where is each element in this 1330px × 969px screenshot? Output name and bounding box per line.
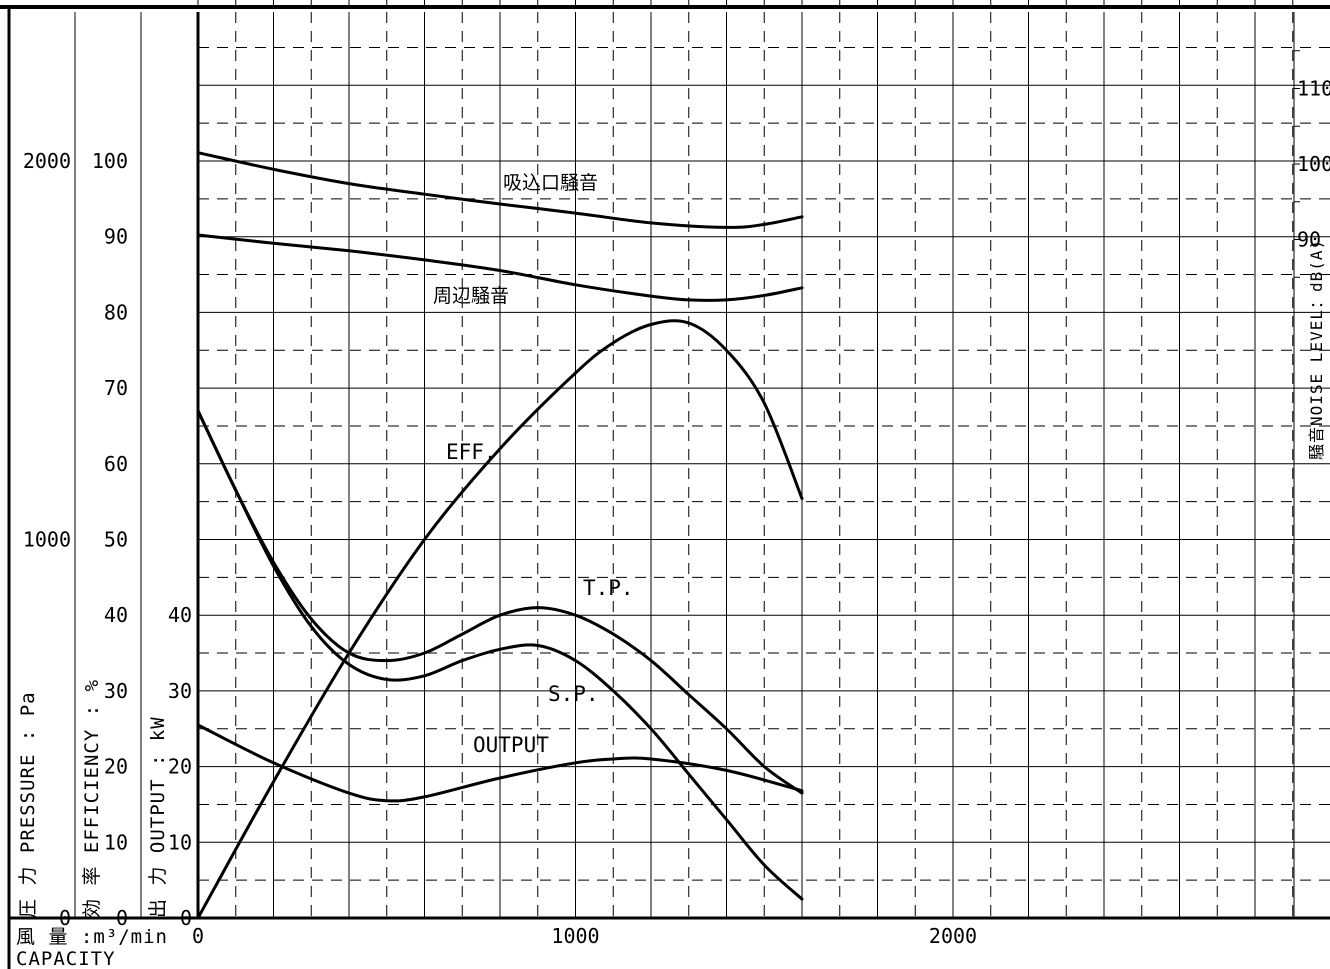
efficiency-tick-label: 40 [104,603,128,627]
noise-tick-label: 100 [1297,152,1330,176]
efficiency-curve-label: EFF. [446,440,497,464]
output-tick-label: 20 [168,755,192,779]
capacity-tick-label: 0 [192,924,204,948]
tick-labels: 0 1000 2000 0 10 20 30 40 50 60 70 80 90 1000 10 20 30 40… [23,77,1330,949]
output-tick-label: 40 [168,603,192,627]
capacity-axis-title-jp: 風 量 :m³/min [16,926,168,948]
capacity-tick-label: 1000 [551,924,599,948]
total-pressure-curve-label: T.P. [583,576,634,600]
efficiency-tick-label: 70 [104,376,128,400]
capacity-tick-label: 2000 [929,924,977,948]
efficiency-tick-label: 20 [104,755,128,779]
noise-axis-title: 騒音NOISE LEVEL：dB(A) [1307,239,1326,460]
pressure-tick-label: 1000 [23,528,71,552]
efficiency-tick-label: 60 [104,452,128,476]
efficiency-tick-label: 90 [104,225,128,249]
efficiency-tick-label: 100 [92,149,128,173]
pressure-tick-label: 2000 [23,149,71,173]
output-curve-label: OUTPUT [473,733,549,757]
capacity-axis-title-en: CAPACITY [16,948,116,969]
pressure-axis-title: 圧 力 PRESSURE : Pa [17,691,39,918]
ambient-noise-label: 周辺騒音 [433,285,509,307]
efficiency-tick-label: 80 [104,300,128,324]
grid [198,12,1330,918]
noise-tick-label: 110 [1297,77,1330,101]
output-axis-title: 出 力 OUTPUT : kW [147,716,169,918]
output-tick-label: 0 [180,906,192,930]
efficiency-tick-label: 50 [104,528,128,552]
output-tick-label: 30 [168,679,192,703]
efficiency-tick-label: 10 [104,830,128,854]
static-pressure-curve-label: S.P. [548,682,599,706]
efficiency-tick-label: 30 [104,679,128,703]
efficiency-axis-title: 効 率 EFFICIENCY : % [81,679,103,918]
output-tick-label: 10 [168,830,192,854]
suction-noise-label: 吸込口騒音 [503,172,598,194]
